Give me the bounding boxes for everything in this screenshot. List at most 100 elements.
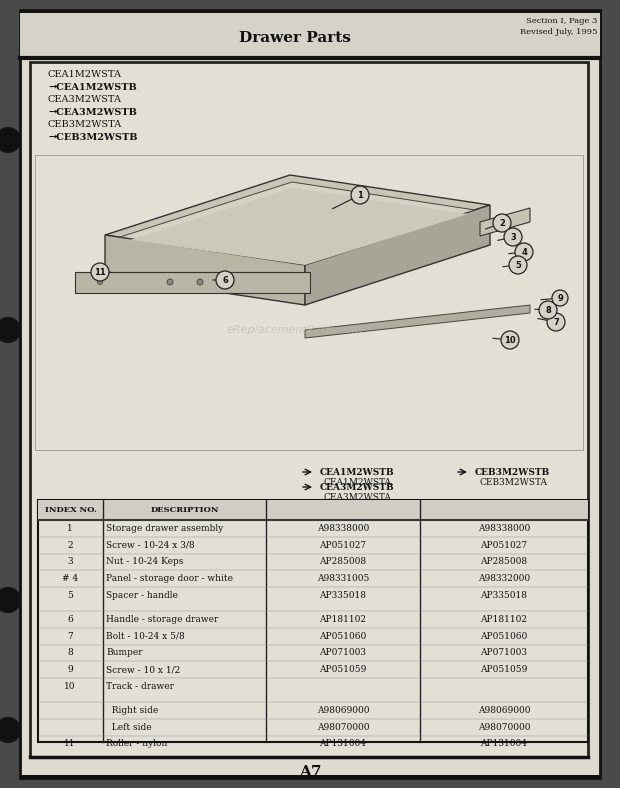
Text: AP131004: AP131004	[480, 739, 528, 749]
Circle shape	[509, 256, 527, 274]
Text: →CEA1M2WSTB: →CEA1M2WSTB	[48, 83, 137, 91]
Circle shape	[216, 271, 234, 289]
Text: →CEA3M2WSTB: →CEA3M2WSTB	[48, 107, 137, 117]
Text: 3: 3	[510, 233, 516, 242]
Text: Left side: Left side	[106, 723, 152, 732]
Polygon shape	[480, 208, 530, 236]
Text: 9: 9	[67, 665, 73, 675]
Text: Handle - storage drawer: Handle - storage drawer	[106, 615, 218, 624]
Text: AP285008: AP285008	[319, 557, 366, 567]
Circle shape	[0, 587, 21, 613]
Text: 11: 11	[94, 268, 106, 277]
Text: Storage drawer assembly: Storage drawer assembly	[106, 524, 223, 533]
Text: Roller - nylon: Roller - nylon	[106, 739, 167, 749]
Text: AP335018: AP335018	[319, 591, 366, 600]
Text: Track - drawer: Track - drawer	[106, 682, 174, 691]
Text: A98070000: A98070000	[478, 723, 530, 732]
Text: 10: 10	[504, 336, 516, 345]
Polygon shape	[305, 305, 530, 338]
Text: AP285008: AP285008	[480, 557, 528, 567]
Circle shape	[167, 279, 173, 285]
Circle shape	[97, 280, 102, 284]
Text: 4: 4	[521, 248, 527, 257]
Bar	[38, 500, 588, 742]
Text: CEA3M2WSTB: CEA3M2WSTB	[320, 483, 394, 492]
Text: Screw - 10 x 1/2: Screw - 10 x 1/2	[106, 665, 180, 675]
Text: A98070000: A98070000	[317, 723, 370, 732]
Text: AP051060: AP051060	[480, 632, 528, 641]
Text: AP051059: AP051059	[319, 665, 366, 675]
Text: 3: 3	[67, 557, 73, 567]
Circle shape	[91, 263, 109, 281]
Text: A7: A7	[299, 765, 321, 779]
Circle shape	[0, 127, 21, 153]
Polygon shape	[130, 188, 468, 265]
Bar	[20, 775, 600, 778]
Text: Nut - 10-24 Keps: Nut - 10-24 Keps	[106, 557, 184, 567]
Circle shape	[0, 717, 21, 743]
Text: 1: 1	[357, 191, 363, 200]
Text: AP051060: AP051060	[319, 632, 366, 641]
Circle shape	[0, 317, 21, 343]
Text: AP051059: AP051059	[480, 665, 528, 675]
Polygon shape	[105, 235, 305, 305]
Text: 9: 9	[557, 294, 563, 303]
Text: 1: 1	[67, 524, 73, 533]
Text: Panel - storage door - white: Panel - storage door - white	[106, 574, 233, 583]
Text: AP071003: AP071003	[319, 649, 366, 657]
Text: Spacer - handle: Spacer - handle	[106, 591, 178, 600]
Text: 2: 2	[67, 541, 73, 550]
Text: CEA1M2WSTA: CEA1M2WSTA	[324, 478, 392, 487]
Text: INDEX NO.: INDEX NO.	[45, 506, 97, 514]
Text: A98332000: A98332000	[478, 574, 530, 583]
Text: CEA3M2WSTA: CEA3M2WSTA	[48, 95, 122, 104]
Circle shape	[501, 331, 519, 349]
Text: CEA1M2WSTA: CEA1M2WSTA	[48, 70, 122, 79]
Text: AP131004: AP131004	[319, 739, 366, 749]
Text: CEB3M2WSTB: CEB3M2WSTB	[475, 468, 551, 477]
Text: 7: 7	[553, 318, 559, 327]
Polygon shape	[105, 175, 490, 265]
Text: CEA1M2WSTB: CEA1M2WSTB	[320, 468, 394, 477]
Text: Bumper: Bumper	[106, 649, 143, 657]
Text: A98338000: A98338000	[317, 524, 369, 533]
Circle shape	[197, 279, 203, 285]
Text: 6: 6	[67, 615, 73, 624]
Text: 5: 5	[515, 261, 521, 270]
Text: AP181102: AP181102	[319, 615, 366, 624]
Bar	[38, 500, 588, 520]
Circle shape	[504, 228, 522, 246]
Text: 10: 10	[64, 682, 76, 691]
Text: Section I, Page 3
Revised July, 1995: Section I, Page 3 Revised July, 1995	[520, 17, 597, 36]
Bar	[30, 62, 588, 757]
Text: A98069000: A98069000	[317, 706, 370, 715]
Bar	[35, 155, 583, 450]
Text: eReplacementParts.com: eReplacementParts.com	[227, 325, 363, 335]
Circle shape	[515, 243, 533, 261]
Bar	[20, 10, 600, 13]
Text: Bolt - 10-24 x 5/8: Bolt - 10-24 x 5/8	[106, 632, 185, 641]
Polygon shape	[75, 272, 310, 293]
Text: 6: 6	[222, 276, 228, 285]
Bar	[20, 13, 600, 58]
Text: 11: 11	[64, 739, 76, 749]
Text: AP051027: AP051027	[319, 541, 366, 550]
Text: 2: 2	[499, 219, 505, 228]
Circle shape	[552, 290, 568, 306]
Text: A98069000: A98069000	[478, 706, 530, 715]
Text: # 4: # 4	[62, 574, 78, 583]
Text: Right side: Right side	[106, 706, 158, 715]
Text: 5: 5	[67, 591, 73, 600]
Text: AP181102: AP181102	[480, 615, 528, 624]
Text: CEB3M2WSTA: CEB3M2WSTA	[479, 478, 547, 487]
Polygon shape	[120, 182, 475, 263]
Text: AP051027: AP051027	[480, 541, 528, 550]
Text: AP335018: AP335018	[480, 591, 528, 600]
Text: 8: 8	[67, 649, 73, 657]
Text: DESCRIPTION: DESCRIPTION	[150, 506, 219, 514]
Circle shape	[351, 186, 369, 204]
Circle shape	[539, 301, 557, 319]
Circle shape	[547, 313, 565, 331]
Text: →CEB3M2WSTB: →CEB3M2WSTB	[48, 132, 138, 142]
Text: AP071003: AP071003	[480, 649, 528, 657]
